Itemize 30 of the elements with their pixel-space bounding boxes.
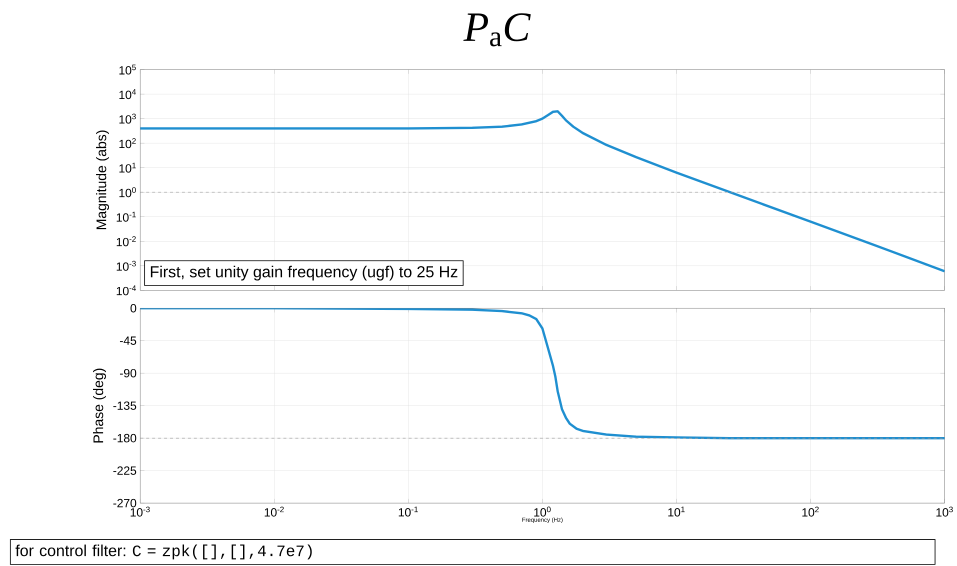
- x-tick-label: 10$^{2}$: [802, 506, 819, 517]
- y-tick-label: 10$^{-3}$: [116, 260, 136, 271]
- x-tick-label: 10$^{-1}$: [398, 506, 418, 517]
- x-tick-label: 10$^{1}$: [668, 506, 685, 517]
- y-tick-label: -270: [113, 499, 136, 508]
- y-axis-title: Phase (deg): [93, 368, 106, 443]
- y-tick-label: 10$^{-2}$: [116, 236, 136, 246]
- text: C = zpk([],[],4.7e7): [132, 544, 312, 560]
- y-tick-label: 10$^{0}$: [119, 187, 136, 198]
- text: for control filter:: [16, 544, 126, 556]
- y-tick-label: -135: [113, 402, 136, 410]
- y-tick-label: -225: [113, 466, 136, 475]
- y-tick-label: 10$^{-1}$: [116, 212, 136, 222]
- chart-title: P$_{a}$C: [463, 13, 531, 47]
- y-tick-label: 10$^{1}$: [119, 162, 136, 173]
- y-tick-label: 10$^{4}$: [119, 89, 136, 100]
- x-tick-label: 10$^{0}$: [534, 506, 551, 517]
- y-tick-label: -45: [120, 336, 136, 345]
- x-tick-label: 10$^{-2}$: [264, 506, 284, 517]
- y-tick-label: 10$^{3}$: [119, 114, 136, 124]
- y-tick-label: 10$^{2}$: [119, 138, 136, 148]
- y-tick-label: -90: [120, 369, 136, 378]
- annotation: First, set unity gain frequency (ugf) to 25 Hz: [150, 266, 458, 281]
- x-tick-label: 10$^{-3}$: [130, 506, 150, 517]
- y-axis-title: Magnitude (abs): [96, 130, 110, 230]
- y-tick-label: -180: [113, 434, 136, 442]
- y-tick-label: 10$^{-4}$: [116, 285, 136, 296]
- y-tick-label: 10$^{5}$: [119, 64, 136, 75]
- y-tick-label: 0: [130, 304, 136, 313]
- x-tick-label: 10$^{3}$: [936, 506, 953, 517]
